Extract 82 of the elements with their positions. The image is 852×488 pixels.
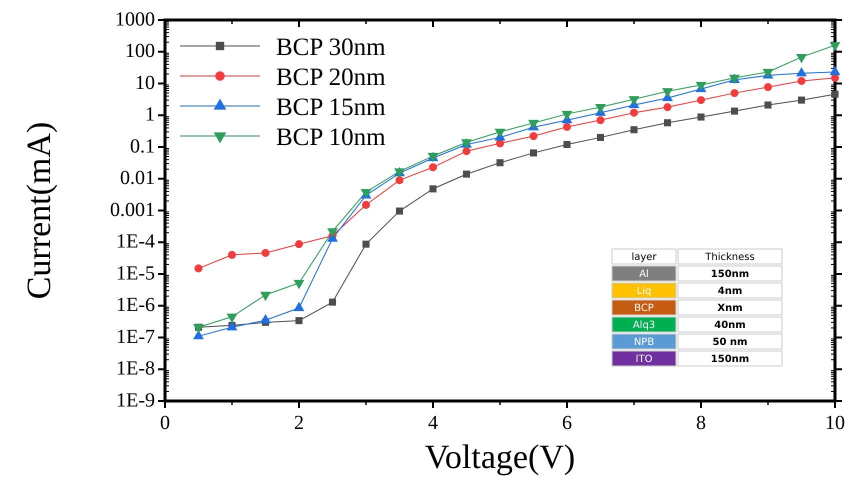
point [496, 159, 504, 166]
point [664, 119, 672, 126]
point [194, 264, 202, 272]
point [563, 140, 571, 148]
x-tick-label: 6 [562, 412, 572, 434]
point [630, 108, 638, 117]
annotation: Liq [636, 286, 652, 297]
point [362, 240, 370, 248]
y-tick-label: 1 [145, 104, 155, 126]
point [697, 96, 705, 104]
point [664, 103, 672, 112]
y-tick-label: 1000 [115, 8, 155, 30]
annotation: 150nm [710, 354, 750, 365]
annotation: 150nm [710, 269, 750, 280]
point [595, 104, 606, 114]
x-tick-label: 2 [294, 412, 304, 434]
annotation: NPB [634, 337, 654, 348]
y-tick-label: 1E-8 [116, 358, 155, 380]
annotation: 50 nm [712, 337, 748, 348]
y-tick-label: 100 [125, 40, 155, 62]
point [830, 42, 840, 52]
point [764, 83, 772, 92]
annotation: 40nm [714, 320, 746, 331]
point [563, 122, 571, 131]
annotation: Alq3 [632, 320, 656, 331]
y-tick-label: 1E-5 [116, 262, 155, 284]
legend-label: BCP 30nm [276, 34, 386, 61]
y-tick-label: 1E-7 [116, 326, 155, 348]
point [429, 185, 437, 192]
y-tick-label: 1E-4 [116, 230, 155, 253]
point [630, 126, 638, 134]
point [328, 298, 336, 306]
annotation: Xnm [717, 303, 743, 314]
legend-label: BCP 20nm [276, 64, 386, 91]
annotation: BCP [634, 303, 654, 314]
y-tick-label: 1E-9 [116, 389, 155, 412]
point [295, 240, 303, 248]
point [362, 200, 370, 209]
annotation: 4nm [718, 286, 742, 297]
point [798, 77, 806, 85]
x-tick-label: 10 [825, 412, 845, 434]
annotation: Thickness [704, 252, 755, 263]
point [396, 208, 404, 215]
annotation: ITO [636, 354, 653, 365]
point [294, 302, 304, 312]
point [628, 96, 640, 106]
point [494, 128, 506, 138]
point [662, 88, 673, 98]
legend-label: BCP 15nm [276, 94, 386, 121]
point [462, 170, 470, 178]
point [730, 89, 738, 98]
y-tick-label: 0.1 [130, 135, 155, 158]
point [462, 147, 470, 156]
x-tick-label: 4 [428, 412, 438, 434]
point [796, 54, 807, 64]
point [295, 317, 303, 324]
point [396, 176, 404, 184]
point [596, 134, 604, 141]
point [798, 96, 806, 104]
y-tick-label: 0.001 [110, 198, 155, 221]
y-axis-title: Current(mA) [21, 122, 58, 300]
x-tick-label: 8 [696, 412, 706, 434]
x-axis-title: Voltage(V) [424, 439, 576, 476]
point [730, 108, 738, 115]
point [831, 90, 839, 98]
point [228, 250, 236, 259]
point [697, 113, 705, 121]
y-tick-label: 10 [135, 72, 155, 94]
point [429, 163, 437, 172]
point [262, 248, 270, 257]
annotation: Al [639, 269, 649, 280]
point [260, 314, 271, 324]
y-tick-label: 1E-6 [116, 294, 155, 316]
point [596, 116, 604, 124]
point [764, 101, 772, 109]
annotation: layer [631, 252, 658, 263]
y-tick-label: 0.01 [120, 167, 155, 190]
point [562, 110, 572, 120]
point [530, 132, 538, 140]
x-tick-label: 0 [160, 412, 170, 434]
legend-label: BCP 10nm [276, 124, 386, 151]
point [530, 149, 538, 156]
